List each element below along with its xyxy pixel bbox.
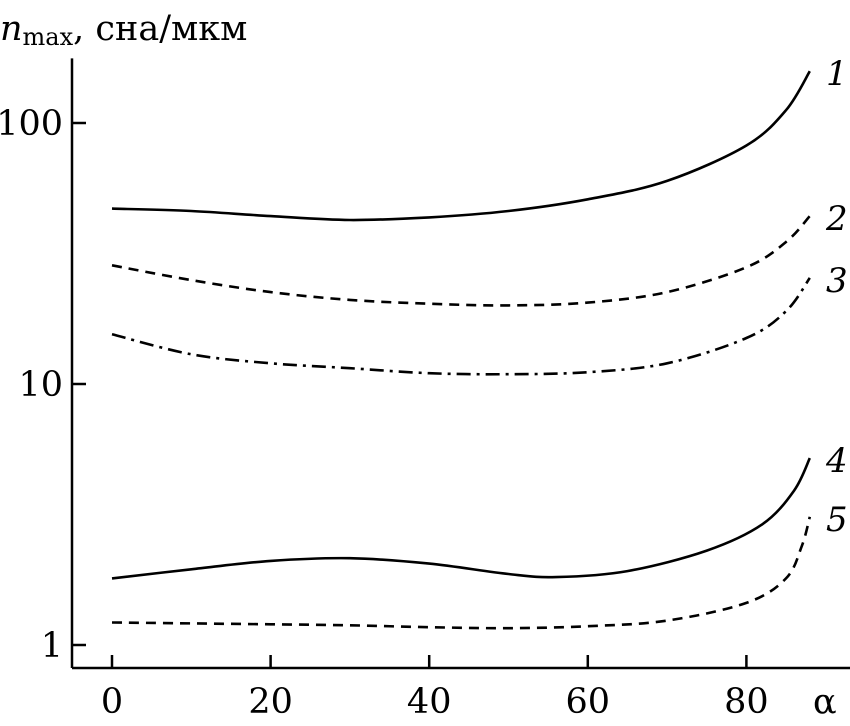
y-tick-label: 1 xyxy=(41,626,63,666)
y-axis-label-sub: max xyxy=(23,23,74,51)
series-4-label: 4 xyxy=(825,441,848,481)
series-1-label: 1 xyxy=(826,54,848,94)
series-2-line xyxy=(111,215,811,307)
series-4-line xyxy=(111,457,811,580)
axes xyxy=(70,58,850,670)
series-3-label: 3 xyxy=(826,261,848,301)
y-axis-label-rest: , сна/мкм xyxy=(73,9,247,49)
y-axis-label-main: n xyxy=(0,9,23,49)
series-3-line xyxy=(111,277,811,376)
y-axis-label: nmax, сна/мкм xyxy=(0,9,247,51)
series-5-label: 5 xyxy=(826,500,848,540)
x-tick-label: 60 xyxy=(566,682,611,722)
series-1-line xyxy=(111,70,811,222)
x-axis-label: α xyxy=(813,682,837,722)
ticks: 0 20 40 60 80 1 10 100 xyxy=(0,104,769,722)
x-tick-label: 40 xyxy=(407,682,452,722)
series-2-label: 2 xyxy=(825,199,848,239)
x-tick-label: 20 xyxy=(248,682,293,722)
y-tick-label: 100 xyxy=(0,104,63,144)
curves xyxy=(111,70,812,630)
x-tick-label: 0 xyxy=(101,682,123,722)
x-tick-label: 80 xyxy=(724,682,769,722)
y-tick-label: 10 xyxy=(18,365,63,405)
series-5-line xyxy=(111,516,812,630)
curve-labels: 1 2 3 4 5 xyxy=(825,54,848,540)
